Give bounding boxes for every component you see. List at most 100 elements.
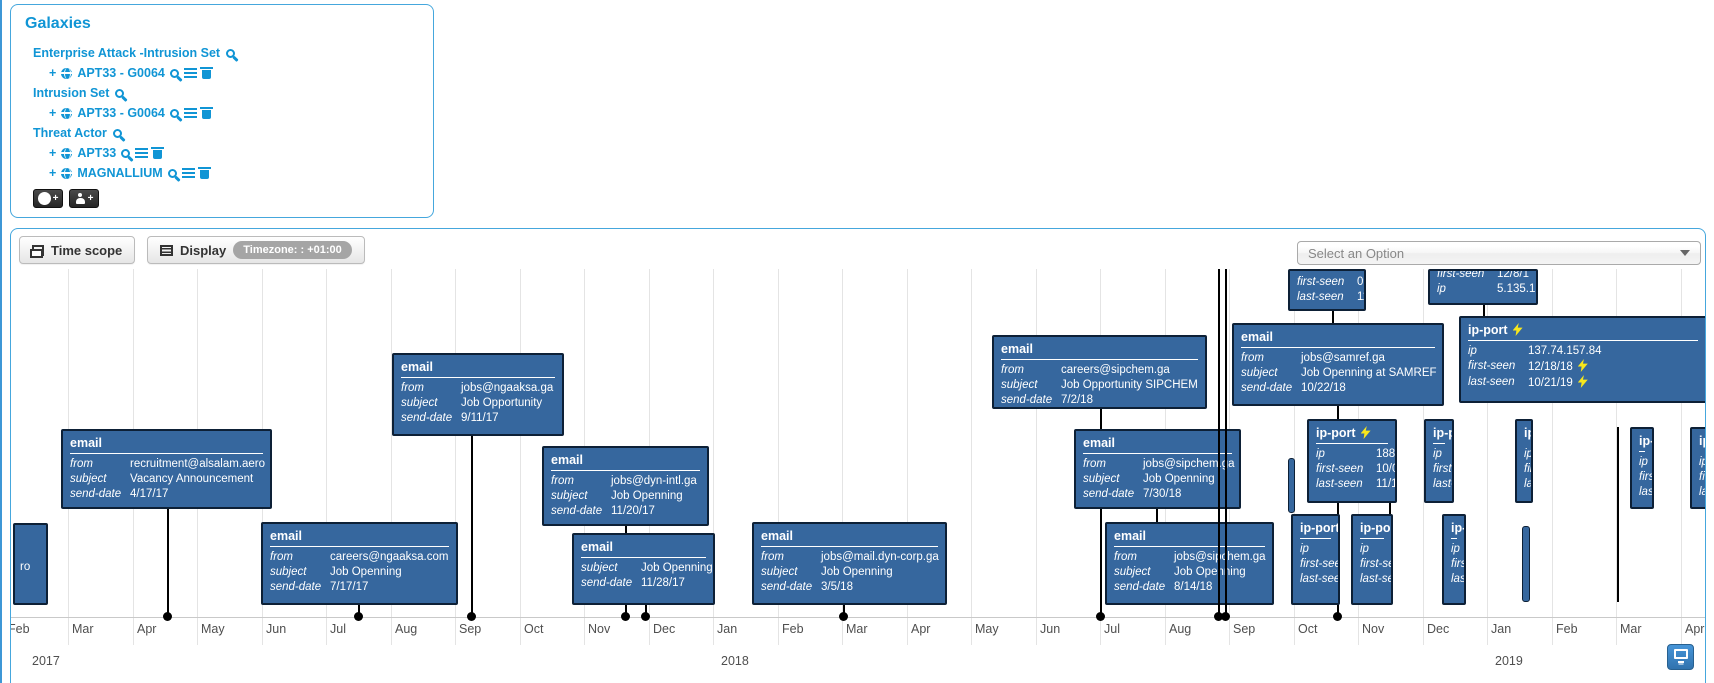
- galaxy-item-label[interactable]: APT33: [77, 146, 117, 160]
- event-connector-line: [1617, 427, 1619, 602]
- event-type-header: email: [551, 453, 583, 467]
- add-actor-button[interactable]: +: [69, 189, 99, 208]
- header-rule: [1451, 538, 1457, 539]
- attribute-row: subject Job Opportunity SIPCHEM: [1001, 378, 1198, 393]
- expand-plus[interactable]: +: [49, 146, 57, 160]
- attribute-row: send-date 9/11/17: [401, 411, 555, 426]
- attribute-key: from: [1083, 458, 1106, 470]
- timeline-event-box-email[interactable]: email from jobs@samref.ga subject Job Openni…: [1232, 323, 1444, 406]
- event-type-header: email: [1114, 529, 1146, 543]
- list-icon[interactable]: [135, 148, 149, 158]
- event-range-bar[interactable]: [1522, 526, 1530, 602]
- display-button[interactable]: Display Timezone: : +01:00: [147, 236, 365, 264]
- attribute-row: ip: [1639, 455, 1648, 470]
- event-dot[interactable]: [621, 612, 630, 621]
- option-select[interactable]: Select an Option: [1297, 241, 1701, 265]
- attribute-key: ip: [1433, 448, 1442, 460]
- timeline-event-box-email[interactable]: email from recruitment@alsalam.aero subject…: [61, 429, 272, 509]
- time-scope-button[interactable]: Time scope: [19, 236, 136, 264]
- attribute-key: last-seen: [1639, 486, 1654, 498]
- trash-icon[interactable]: [151, 147, 165, 159]
- timeline-event-box-ip-port[interactable]: ip-port ip 137.74.157.84 first-seen 12/18/18…: [1459, 316, 1705, 403]
- expand-plus[interactable]: +: [49, 66, 57, 80]
- event-dot[interactable]: [163, 612, 172, 621]
- trash-icon[interactable]: [199, 67, 213, 79]
- galaxy-item-label[interactable]: MAGNALLIUM: [77, 166, 163, 180]
- timeline-chart[interactable]: Feb Mar Apr May Jun Jul Aug Sep Oct Nov Dec Jan Feb M…: [11, 269, 1705, 683]
- trash-icon[interactable]: [197, 167, 211, 179]
- gridline: [520, 269, 521, 645]
- galaxy-item-label[interactable]: APT33 - G0064: [77, 106, 165, 120]
- attribute-key: ip: [1639, 456, 1648, 468]
- timeline-event-box-ip-port[interactable]: ip-port ip 188. first-seen 10/0 last-seen 11/1: [1307, 419, 1397, 503]
- attribute-value: Job Openning at SAMREF: [1301, 367, 1437, 379]
- trash-icon[interactable]: [199, 107, 213, 119]
- attribute-value: careers@ngaaksa.com: [330, 551, 449, 563]
- header-rule: [551, 470, 700, 471]
- timeline-event-box-email[interactable]: email from careers@sipchem.ga subject Job Op…: [992, 335, 1207, 409]
- list-icon[interactable]: [183, 108, 197, 118]
- timeline-event-box-email[interactable]: email from jobs@ngaaksa.ga subject Job Oppor…: [392, 353, 564, 436]
- search-icon[interactable]: [121, 148, 131, 158]
- fullscreen-button[interactable]: [1667, 644, 1694, 670]
- event-dot[interactable]: [1221, 612, 1230, 621]
- search-icon[interactable]: [115, 88, 125, 98]
- event-connector-line: [1332, 311, 1334, 323]
- timeline-event-box-email[interactable]: email from jobs@sipchem.ga subject Job Openn…: [1074, 429, 1241, 509]
- timeline-event-box-email[interactable]: email from jobs@sipchem.ga subject Job Openn…: [1105, 522, 1274, 605]
- header-rule: [1360, 538, 1384, 539]
- attribute-row: ip: [1360, 542, 1384, 557]
- timeline-event-box-email[interactable]: email from jobs@mail.dyn-corp.ga subject Job…: [752, 522, 947, 605]
- galaxy-item-label[interactable]: APT33 - G0064: [77, 66, 165, 80]
- attribute-key: last-seen: [1297, 291, 1344, 303]
- search-icon[interactable]: [226, 48, 236, 58]
- expand-plus[interactable]: +: [49, 106, 57, 120]
- event-connector-line: [843, 605, 845, 614]
- timeline-event-box-email[interactable]: first-seen 09 last-seen 11: [1288, 269, 1366, 311]
- list-icon[interactable]: [183, 68, 197, 78]
- attribute-value: jobs@samref.ga: [1301, 352, 1385, 364]
- expand-plus[interactable]: +: [49, 166, 57, 180]
- page-left-border: [0, 0, 2, 683]
- plus-sign: +: [52, 193, 59, 204]
- search-icon[interactable]: [112, 128, 122, 138]
- timeline-event-box-email[interactable]: email from careers@ngaaksa.com subject Job O…: [261, 522, 458, 605]
- event-dot[interactable]: [1214, 612, 1223, 621]
- attribute-key: last-seen: [1699, 486, 1705, 498]
- timeline-event-box-email[interactable]: ro: [13, 523, 48, 605]
- add-galaxy-button[interactable]: +: [33, 189, 63, 208]
- attribute-key: last-seen: [1433, 478, 1452, 490]
- event-range-bar[interactable]: [1288, 458, 1295, 513]
- event-dot[interactable]: [1333, 612, 1342, 621]
- event-dot[interactable]: [1096, 612, 1105, 621]
- search-icon[interactable]: [167, 168, 177, 178]
- monitor-icon: [1673, 649, 1688, 663]
- event-dot[interactable]: [641, 612, 650, 621]
- axis-month-label: Mar: [72, 622, 94, 636]
- event-dot[interactable]: [839, 612, 848, 621]
- list-icon[interactable]: [181, 168, 195, 178]
- attribute-row: last-seen 11/1: [1316, 477, 1395, 492]
- search-icon[interactable]: [169, 68, 179, 78]
- attribute-row: subject Job Openning: [1114, 565, 1265, 580]
- timeline-event-box-email[interactable]: email subject Job Openning send-date 11/28/1…: [572, 533, 715, 605]
- globe-icon: [61, 167, 73, 179]
- attribute-row: ip: [1433, 447, 1445, 462]
- timeline-event-box-email[interactable]: first-seen 12/8/1 ip 5.135.1: [1428, 269, 1538, 305]
- timeline-event-box-email[interactable]: email from jobs@dyn-intl.ga subject Job Open…: [542, 446, 709, 526]
- globe-icon: [37, 192, 51, 205]
- attribute-value: 09: [1357, 276, 1364, 288]
- event-dot[interactable]: [467, 612, 476, 621]
- attribute-row: from recruitment@alsalam.aero: [70, 457, 265, 472]
- search-icon[interactable]: [169, 108, 179, 118]
- galaxy-group-intrusion-set: Intrusion Set: [33, 83, 419, 103]
- event-dot[interactable]: [354, 612, 363, 621]
